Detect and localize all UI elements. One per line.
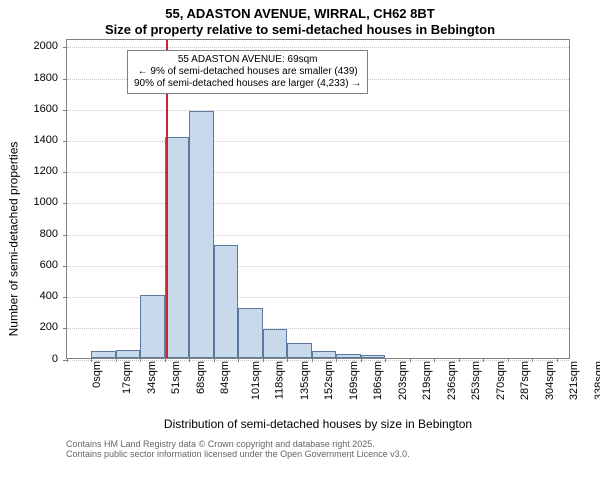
grid-line	[67, 203, 569, 204]
y-tick-mark	[63, 203, 67, 204]
x-tick-label: 135sqm	[299, 361, 311, 400]
y-tick-mark	[63, 328, 67, 329]
chart-container: Number of semi-detached properties 0 200 4…	[0, 39, 600, 479]
histogram-bar	[287, 343, 311, 357]
y-tick-column: 0200400600800100012001400160018002000	[22, 39, 62, 359]
x-tick-label: 118sqm	[274, 361, 286, 399]
annotation-line-2: ← 9% of semi-detached houses are smaller…	[134, 66, 361, 78]
y-tick-label: 800	[40, 228, 58, 240]
x-tick-label: 287sqm	[519, 361, 531, 400]
x-tick-label: 68sqm	[195, 361, 207, 394]
histogram-bar	[312, 351, 336, 357]
y-tick-label: 1600	[34, 103, 58, 115]
x-tick-label: 219sqm	[421, 361, 433, 400]
x-tick-label: 338sqm	[593, 361, 600, 400]
y-axis-label-container: Number of semi-detached properties	[4, 39, 22, 439]
grid-line	[67, 47, 569, 48]
grid-line	[67, 266, 569, 267]
y-tick-label: 1400	[34, 134, 58, 146]
y-tick-label: 200	[40, 321, 58, 333]
histogram-bar	[116, 350, 140, 358]
histogram-bar	[140, 295, 164, 357]
y-tick-label: 1200	[34, 165, 58, 177]
x-tick-row: 0sqm 17sqm 34sqm 51sqm 68sqm 84sqm 101sqm 118sq…	[66, 359, 570, 414]
y-tick-label: 1800	[34, 72, 58, 84]
annotation-line-3: 90% of semi-detached houses are larger (…	[134, 78, 361, 90]
y-tick-label: 1000	[34, 196, 58, 208]
histogram-bar	[361, 355, 385, 357]
x-tick-label: 0sqm	[91, 361, 103, 388]
y-tick-label: 600	[40, 259, 58, 271]
y-axis-label: Number of semi-detached properties	[6, 141, 20, 336]
histogram-bar	[214, 245, 238, 357]
grid-line	[67, 110, 569, 111]
footer-attribution: Contains HM Land Registry data © Crown c…	[66, 439, 570, 461]
histogram-bar	[165, 137, 189, 357]
x-tick-label: 321sqm	[568, 361, 580, 400]
y-tick-mark	[63, 79, 67, 80]
x-tick-label: 236sqm	[446, 361, 458, 400]
y-tick-mark	[63, 172, 67, 173]
x-tick-label: 51sqm	[170, 361, 182, 394]
y-tick-mark	[63, 110, 67, 111]
x-axis-label: Distribution of semi-detached houses by …	[66, 417, 570, 431]
y-tick-mark	[63, 297, 67, 298]
x-tick-label: 34sqm	[146, 361, 158, 394]
histogram-bar	[189, 111, 213, 358]
x-tick-label: 101sqm	[250, 361, 262, 400]
grid-line	[67, 141, 569, 142]
x-tick-label: 253sqm	[470, 361, 482, 400]
x-tick-label: 84sqm	[219, 361, 231, 394]
y-tick-label: 400	[40, 290, 58, 302]
x-tick-label: 270sqm	[495, 361, 507, 400]
title-block: 55, ADASTON AVENUE, WIRRAL, CH62 8BT Siz…	[0, 0, 600, 39]
x-tick-label: 17sqm	[122, 361, 134, 394]
x-tick-label: 152sqm	[323, 361, 335, 400]
histogram-bar	[91, 351, 115, 357]
grid-line	[67, 172, 569, 173]
y-tick-label: 0	[52, 353, 58, 365]
y-tick-mark	[63, 266, 67, 267]
x-tick-label: 186sqm	[372, 361, 384, 400]
y-tick-mark	[63, 235, 67, 236]
grid-line	[67, 235, 569, 236]
x-tick-label: 304sqm	[544, 361, 556, 400]
footer-line-2: Contains public sector information licen…	[66, 449, 570, 460]
histogram-bar	[238, 308, 262, 358]
title-line-2: Size of property relative to semi-detach…	[0, 22, 600, 38]
y-tick-mark	[63, 47, 67, 48]
annotation-line-1: 55 ADASTON AVENUE: 69sqm	[134, 54, 361, 66]
y-tick-mark	[63, 141, 67, 142]
histogram-bar	[263, 329, 287, 357]
annotation-box: 55 ADASTON AVENUE: 69sqm ← 9% of semi-de…	[127, 50, 368, 94]
x-tick-label: 203sqm	[397, 361, 409, 400]
x-tick-label: 169sqm	[348, 361, 360, 400]
y-tick-label: 2000	[34, 40, 58, 52]
title-line-1: 55, ADASTON AVENUE, WIRRAL, CH62 8BT	[0, 6, 600, 22]
histogram-bar	[336, 354, 360, 357]
plot-area: 55 ADASTON AVENUE: 69sqm ← 9% of semi-de…	[66, 39, 570, 359]
footer-line-1: Contains HM Land Registry data © Crown c…	[66, 439, 570, 450]
